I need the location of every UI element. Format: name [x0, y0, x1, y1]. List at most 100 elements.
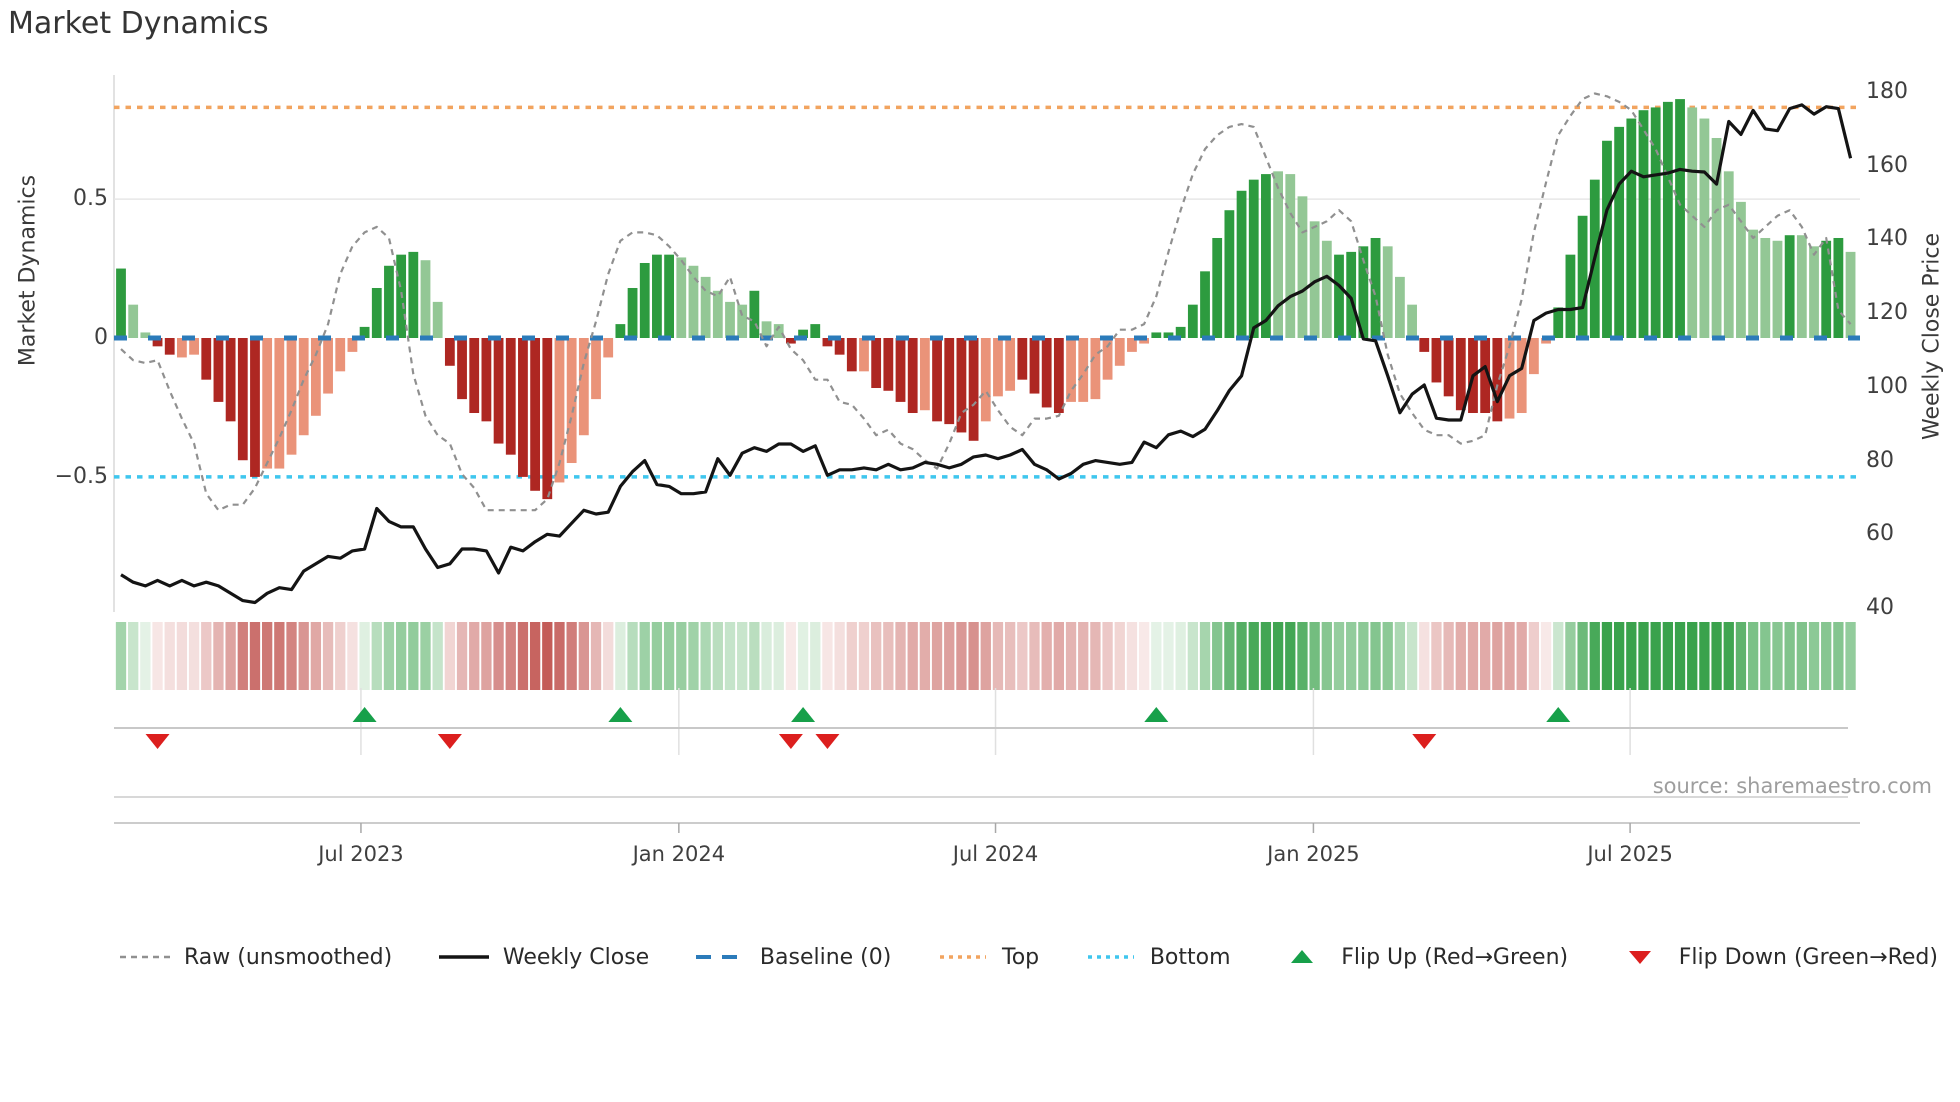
heatmap-cell: [1565, 622, 1576, 690]
heatmap-cell: [322, 622, 334, 690]
heatmap-cell: [188, 622, 200, 690]
heatmap-cell: [395, 622, 407, 690]
oscillator-bar: [859, 338, 869, 372]
heatmap-cell: [1321, 622, 1332, 690]
heatmap-cell: [347, 622, 358, 690]
flip-up-icon: [1546, 707, 1571, 722]
oscillator-bar: [578, 338, 589, 436]
right-axis-tick-label: 120: [1866, 300, 1908, 326]
heatmap-cell: [1175, 622, 1186, 690]
oscillator-bar: [1626, 118, 1637, 339]
oscillator-bar: [432, 301, 443, 338]
heatmap-cell: [249, 622, 261, 690]
legend-triangle-up-icon: [1291, 950, 1314, 963]
legend-solid-line-icon: [438, 955, 489, 959]
oscillator-bar: [676, 257, 687, 338]
heatmap-cell: [1528, 622, 1540, 690]
x-axis-tick-label: Jan 2025: [1267, 842, 1360, 866]
oscillator-bar: [1297, 196, 1308, 338]
oscillator-bar: [1005, 338, 1016, 391]
heatmap-cell: [128, 622, 139, 690]
oscillator-bar: [213, 338, 224, 402]
oscillator-bar: [1309, 221, 1320, 338]
heatmap-cell: [1382, 622, 1393, 690]
legend-label: Bottom: [1149, 944, 1231, 970]
heatmap-cell: [444, 622, 456, 690]
heatmap-cell: [1455, 622, 1466, 690]
heatmap-cell: [115, 622, 127, 690]
heatmap-cell: [1017, 622, 1028, 690]
oscillator-bar: [1261, 174, 1271, 338]
left-axis-tick-label: 0: [94, 325, 108, 350]
heatmap-cell: [1662, 622, 1674, 690]
oscillator-bar: [408, 251, 419, 338]
heatmap-cell: [603, 622, 614, 690]
heatmap-cell: [1333, 622, 1345, 690]
oscillator-bar: [1382, 246, 1393, 338]
legend-item: Baseline (0): [694, 945, 891, 970]
heatmap-cell: [688, 622, 699, 690]
heatmap-cell: [1029, 622, 1040, 690]
heatmap-cell: [749, 622, 760, 690]
oscillator-bars: [116, 99, 1856, 500]
oscillator-bar: [1516, 338, 1527, 414]
heatmap-cell: [615, 622, 626, 690]
heatmap-cell: [1358, 622, 1369, 690]
oscillator-bar: [542, 338, 553, 500]
heatmap-cell: [201, 622, 212, 690]
heatmap-cell: [1078, 622, 1089, 690]
legend-label: Flip Down (Green→Red): [1678, 944, 1938, 970]
oscillator-bar: [907, 338, 918, 414]
oscillator-bar: [530, 338, 541, 491]
heatmap-cell: [724, 622, 736, 690]
heatmap-cell: [566, 622, 577, 690]
heatmap-cell: [1272, 622, 1284, 690]
oscillator-bar: [1419, 338, 1430, 352]
oscillator-bar: [274, 338, 285, 469]
source-credit: source: sharemaestro.com: [1652, 774, 1932, 798]
heatmap-cell: [944, 622, 955, 690]
flip-down-icon: [437, 734, 462, 749]
heatmap-cell: [237, 622, 248, 690]
heatmap-cell: [529, 622, 541, 690]
heatmap-cell: [1406, 622, 1418, 690]
oscillator-bar: [128, 304, 139, 338]
heatmap-cell: [517, 622, 529, 690]
heatmap-cell: [371, 622, 382, 690]
heatmap-cell: [1638, 622, 1649, 690]
legend-long-dash-icon: [695, 955, 746, 959]
oscillator-bar: [262, 338, 273, 469]
oscillator-bar: [505, 338, 516, 455]
heatmap-cell: [1833, 622, 1844, 690]
legend-label: Weekly Close: [502, 944, 650, 970]
flip-up-markers: [352, 707, 1571, 722]
heatmap-cell: [919, 622, 931, 690]
oscillator-bar: [1127, 338, 1137, 352]
heatmap-cell: [1394, 622, 1406, 690]
oscillator-bar: [846, 338, 857, 372]
oscillator-bar: [1334, 254, 1344, 338]
oscillator-bar: [1029, 338, 1040, 394]
oscillator-bar: [1772, 240, 1783, 338]
oscillator-bar: [140, 332, 151, 338]
oscillator-bar: [1541, 338, 1551, 344]
heatmap-cell: [1553, 622, 1564, 690]
heatmap-cell: [432, 622, 443, 690]
flip-up-icon: [791, 707, 816, 722]
heatmap-cell: [225, 622, 236, 690]
oscillator-bar: [919, 338, 930, 411]
heatmap-cell: [871, 622, 882, 690]
heatmap-cell: [712, 622, 723, 690]
oscillator-bar: [1736, 201, 1746, 338]
heatmap-cell: [1090, 622, 1101, 690]
oscillator-bar: [1236, 190, 1247, 338]
heatmap-cell: [663, 622, 675, 690]
right-axis-title: Weekly Close Price: [1919, 233, 1945, 440]
oscillator-bar: [116, 268, 126, 338]
oscillator-bar: [481, 338, 492, 422]
heatmap-cell: [639, 622, 650, 690]
heatmap-cell: [542, 622, 553, 690]
heatmap-cell: [1151, 622, 1162, 690]
heatmap-cell: [1102, 622, 1113, 690]
oscillator-bar: [152, 338, 163, 347]
